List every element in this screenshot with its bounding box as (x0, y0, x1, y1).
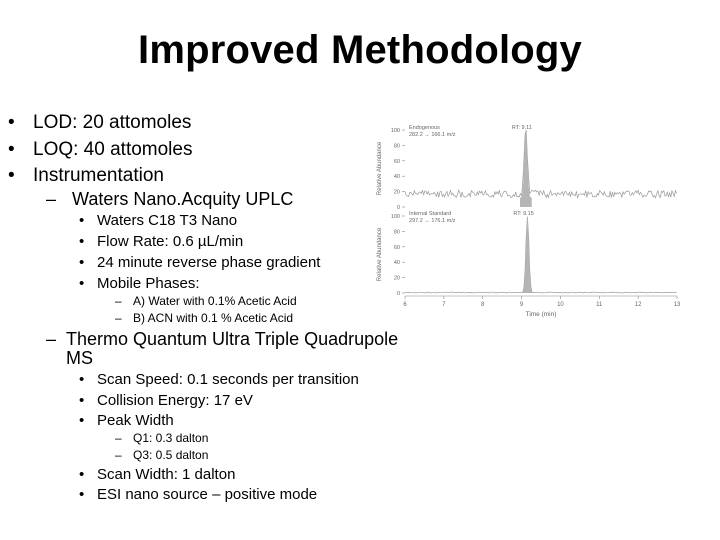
thermo-item-collision-energy: Collision Energy: 17 eV (97, 392, 253, 409)
x-tick-label: 9 (520, 302, 524, 308)
bullet-marker: • (8, 139, 15, 160)
y-axis-label: Relative Abundance (377, 227, 383, 281)
thermo-item-esi-source: ESI nano source – positive mode (97, 486, 318, 503)
bullet-marker: • (79, 254, 85, 271)
waters-item-gradient: 24 minute reverse phase gradient (97, 254, 321, 271)
dash-marker: – (115, 294, 122, 308)
y-tick-label: 0 (397, 205, 400, 211)
panel-transition: 297.2 → 176.1 m/z (409, 218, 456, 224)
bullet-marker: • (79, 486, 85, 503)
waters-item-column: Waters C18 T3 Nano (97, 212, 238, 229)
y-tick-label: 80 (394, 229, 400, 235)
bullet-marker: • (79, 466, 85, 483)
bullet-lod: LOD: 20 attomoles (33, 112, 192, 133)
bullet-loq: LOQ: 40 attomoles (33, 139, 193, 160)
y-tick-label: 100 (391, 214, 400, 220)
dash-marker: – (115, 431, 122, 445)
x-tick-label: 6 (403, 302, 407, 308)
bullet-marker: • (79, 212, 85, 229)
bullet-marker: • (79, 392, 85, 409)
panel-transition: 282.2 → 166.1 m/z (409, 132, 456, 138)
rt-label: RT: 9.11 (512, 125, 532, 131)
slide-title: Improved Methodology (138, 28, 582, 72)
panel-name: Internal Standard (409, 211, 451, 217)
y-tick-label: 60 (394, 245, 400, 251)
y-tick-label: 100 (391, 128, 400, 134)
dash-marker: – (115, 311, 122, 325)
peak-area (521, 217, 534, 293)
waters-item-mobile-phases: Mobile Phases: (97, 275, 200, 292)
mobile-phase-a: A) Water with 0.1% Acetic Acid (133, 294, 297, 308)
y-tick-label: 40 (394, 174, 400, 180)
peak-width-q1: Q1: 0.3 dalton (133, 431, 209, 445)
bullet-marker: • (79, 412, 85, 429)
thermo-item-scan-width: Scan Width: 1 dalton (97, 466, 236, 483)
dash-marker: – (115, 448, 122, 462)
thermo-heading-line2: MS (66, 348, 93, 368)
chromatogram-trace (404, 129, 677, 200)
bullet-marker: • (8, 112, 15, 133)
panel-name: Endogenous (409, 125, 440, 131)
x-axis-label: Time (min) (526, 311, 557, 318)
x-tick-label: 10 (557, 302, 564, 308)
y-tick-label: 20 (394, 276, 400, 282)
bullet-marker: • (79, 275, 85, 292)
chromatogram-trace (404, 216, 677, 294)
peak-width-q3: Q3: 0.5 dalton (133, 448, 209, 462)
bullet-instrumentation: Instrumentation (33, 165, 164, 186)
y-tick-label: 0 (397, 291, 400, 297)
bullet-marker: • (79, 233, 85, 250)
thermo-heading-line1: Thermo Quantum Ultra Triple Quadrupole (66, 329, 399, 349)
dash-marker: – (46, 189, 57, 209)
dash-marker: – (46, 329, 57, 349)
y-tick-label: 20 (394, 190, 400, 196)
waters-heading: Waters Nano.Acquity UPLC (72, 189, 294, 209)
x-tick-label: 12 (635, 302, 642, 308)
mobile-phase-b: B) ACN with 0.1 % Acetic Acid (133, 311, 294, 325)
thermo-item-scan-speed: Scan Speed: 0.1 seconds per transition (97, 371, 359, 388)
x-tick-label: 7 (442, 302, 446, 308)
x-tick-label: 13 (674, 302, 681, 308)
peak-area (520, 130, 532, 207)
y-tick-label: 40 (394, 260, 400, 266)
bullet-marker: • (8, 165, 15, 186)
bullet-marker: • (79, 371, 85, 388)
y-tick-label: 60 (394, 159, 400, 165)
y-tick-label: 80 (394, 143, 400, 149)
thermo-item-peak-width: Peak Width (97, 412, 174, 429)
x-tick-label: 8 (481, 302, 485, 308)
y-axis-label: Relative Abundance (377, 141, 383, 195)
rt-label: RT: 9.15 (513, 211, 533, 217)
x-tick-label: 11 (596, 302, 603, 308)
waters-item-flow-rate: Flow Rate: 0.6 µL/min (97, 233, 244, 250)
